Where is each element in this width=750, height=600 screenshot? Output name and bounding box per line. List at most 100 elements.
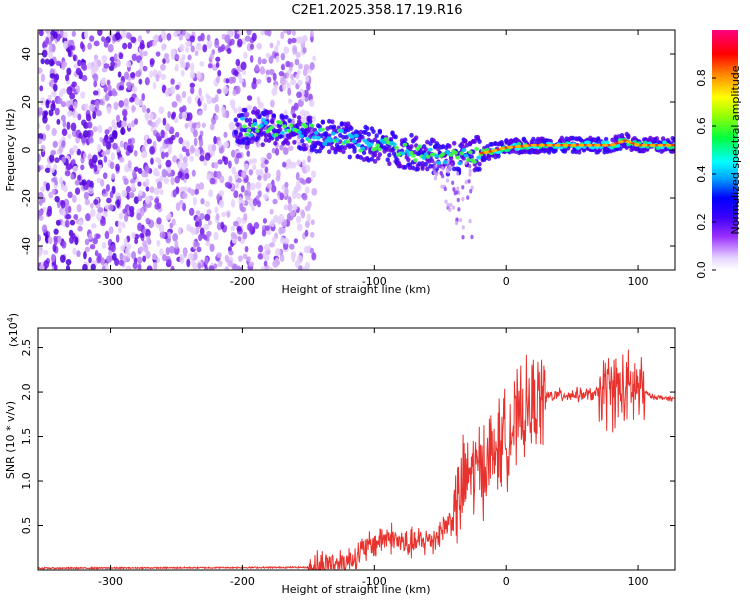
- noise-speckle: [295, 215, 302, 224]
- ridge-halo-mark: [347, 154, 352, 160]
- noise-speckle: [92, 126, 98, 132]
- noise-speckle: [73, 214, 79, 220]
- ridge-halo-mark: [409, 144, 414, 149]
- ridge-hot-mark: [665, 143, 672, 147]
- noise-speckle: [283, 46, 290, 55]
- noise-speckle: [40, 185, 46, 192]
- noise-speckle: [163, 177, 170, 185]
- ridge-halo-mark: [271, 113, 277, 119]
- snr-ylabel: SNR (10 * v/v): [4, 401, 17, 479]
- noise-speckle: [105, 184, 110, 192]
- noise-speckle: [157, 35, 162, 43]
- noise-speckle: [190, 45, 195, 53]
- noise-speckle: [113, 101, 119, 111]
- ridge-core-mark: [259, 123, 264, 128]
- noise-speckle: [61, 156, 66, 163]
- noise-speckle: [231, 238, 237, 244]
- ridge-tail-mark: [439, 171, 444, 176]
- noise-speckle: [70, 159, 76, 165]
- noise-speckle: [187, 187, 192, 194]
- ridge-halo-mark: [672, 148, 675, 154]
- noise-speckle: [293, 102, 299, 111]
- noise-speckle: [61, 60, 68, 68]
- noise-speckle: [72, 145, 78, 153]
- noise-speckle: [269, 42, 274, 49]
- ridge-tail-mark: [455, 217, 459, 222]
- noise-speckle: [75, 67, 82, 76]
- noise-speckle: [41, 224, 48, 233]
- ridge-core-mark: [459, 151, 465, 156]
- noise-speckle: [59, 254, 66, 263]
- ridge-core-mark: [467, 150, 473, 155]
- noise-speckle: [262, 251, 267, 260]
- noise-speckle: [194, 221, 200, 228]
- noise-speckle: [266, 76, 272, 84]
- noise-speckle: [288, 98, 292, 104]
- noise-speckle: [120, 245, 125, 252]
- noise-speckle: [298, 177, 305, 184]
- noise-speckle: [66, 67, 72, 76]
- noise-speckle: [213, 161, 219, 169]
- ridge-halo-mark: [364, 126, 370, 131]
- noise-speckle: [90, 263, 96, 270]
- noise-speckle: [114, 32, 121, 41]
- noise-speckle: [201, 233, 206, 239]
- noise-speckle: [56, 118, 61, 125]
- noise-speckle: [84, 103, 89, 111]
- noise-speckle: [303, 89, 309, 98]
- noise-speckle: [138, 78, 143, 85]
- noise-speckle: [109, 190, 114, 199]
- ridge-core-mark: [303, 124, 309, 129]
- noise-speckle: [101, 265, 106, 270]
- noise-speckle: [75, 85, 80, 93]
- noise-speckle: [144, 229, 151, 238]
- noise-speckle: [214, 94, 219, 103]
- noise-speckle: [120, 126, 125, 136]
- noise-speckle: [97, 124, 103, 134]
- noise-speckle: [249, 55, 254, 63]
- ridge-halo-mark: [233, 117, 239, 123]
- noise-speckle: [160, 129, 166, 139]
- ridge-core-mark: [461, 148, 467, 153]
- noise-speckle: [198, 218, 203, 228]
- ridge-halo-mark: [244, 117, 250, 123]
- noise-speckle: [242, 253, 248, 260]
- noise-speckle: [121, 120, 128, 128]
- noise-speckle: [264, 166, 269, 174]
- ridge-tail-mark: [452, 187, 456, 192]
- noise-speckle: [144, 112, 149, 120]
- ridge-halo-mark: [308, 119, 313, 125]
- noise-speckle: [156, 117, 162, 125]
- noise-speckle: [134, 118, 138, 125]
- noise-speckle: [90, 202, 94, 209]
- noise-speckle: [290, 78, 297, 86]
- noise-speckle: [243, 51, 248, 59]
- noise-speckle: [65, 213, 72, 220]
- ridge-halo-mark: [428, 163, 433, 169]
- noise-speckle: [242, 81, 247, 88]
- noise-speckle: [65, 264, 71, 270]
- noise-speckle: [111, 173, 116, 180]
- ridge-halo-mark: [402, 137, 408, 143]
- noise-speckle: [274, 45, 279, 53]
- snr-xtick-label: -300: [98, 575, 123, 588]
- noise-speckle: [76, 148, 81, 156]
- noise-speckle: [167, 111, 171, 119]
- ridge-core-mark: [377, 147, 382, 152]
- ridge-core-mark: [375, 143, 380, 148]
- noise-speckle: [257, 253, 264, 260]
- noise-speckle: [38, 30, 44, 37]
- noise-speckle: [266, 152, 272, 160]
- ridge-halo-mark: [285, 140, 291, 146]
- noise-speckle: [99, 99, 104, 106]
- noise-speckle: [45, 182, 50, 192]
- ridge-core-mark: [351, 139, 357, 144]
- noise-speckle: [142, 255, 147, 263]
- ridge-tail-mark: [464, 160, 468, 165]
- noise-speckle: [311, 188, 318, 196]
- noise-speckle: [72, 54, 77, 62]
- noise-speckle: [280, 31, 285, 40]
- noise-speckle: [104, 230, 110, 240]
- ridge-halo-mark: [246, 140, 251, 146]
- noise-speckle: [164, 88, 170, 97]
